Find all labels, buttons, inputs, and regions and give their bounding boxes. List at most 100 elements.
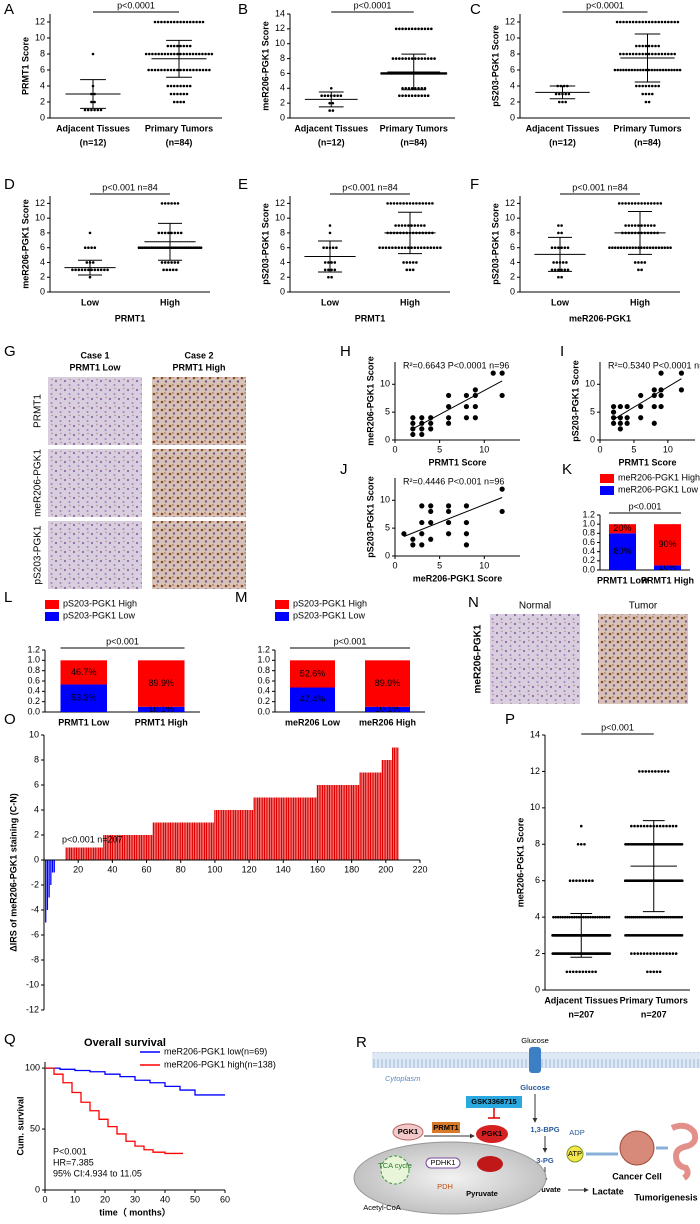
- data-point: [628, 246, 632, 249]
- data-point: [399, 202, 402, 205]
- x-tick-label: 10: [479, 560, 489, 570]
- data-point: [410, 542, 416, 548]
- data-point: [403, 246, 407, 249]
- data-point: [638, 415, 644, 421]
- data-point: [410, 536, 416, 542]
- data-point: [325, 246, 329, 249]
- bar: [110, 835, 112, 860]
- data-point: [335, 246, 338, 249]
- data-point: [661, 68, 665, 72]
- data-point: [188, 52, 192, 56]
- y-tick-label: 2: [510, 96, 515, 106]
- bar: [282, 797, 284, 860]
- data-point: [426, 27, 430, 31]
- legend-swatch: [275, 600, 289, 609]
- data-point: [420, 86, 424, 90]
- bar: [137, 835, 139, 860]
- data-point: [192, 20, 195, 24]
- data-point: [591, 879, 594, 883]
- y-tick-label: 0.6: [27, 675, 40, 685]
- bar: [156, 822, 158, 860]
- bar-segment: [60, 660, 107, 685]
- data-point: [669, 246, 672, 249]
- data-point: [400, 246, 404, 249]
- data-point: [665, 824, 668, 828]
- data-point: [175, 268, 178, 272]
- bar-segment: [365, 660, 410, 707]
- data-point: [423, 94, 427, 98]
- data-point: [647, 44, 651, 48]
- data-point: [638, 403, 644, 410]
- bar: [241, 810, 243, 860]
- data-point: [71, 268, 74, 272]
- data-point: [398, 57, 401, 60]
- data-point: [419, 246, 423, 249]
- data-point: [160, 202, 164, 205]
- data-point: [640, 246, 643, 249]
- diagram-label: Pyruvate: [529, 1185, 561, 1194]
- data-point: [663, 770, 667, 773]
- data-point: [176, 202, 180, 205]
- data-point: [645, 915, 649, 919]
- bar: [116, 835, 119, 860]
- annotation: HR=7.385: [53, 1157, 94, 1167]
- data-point: [419, 431, 425, 438]
- legend-swatch: [600, 474, 614, 483]
- data-point: [152, 246, 155, 249]
- bar: [115, 835, 117, 860]
- chart-title: Overall survival: [84, 1037, 166, 1049]
- data-point: [144, 52, 148, 56]
- data-point: [673, 52, 676, 56]
- y-tick-label: 4: [40, 80, 45, 90]
- bar: [364, 772, 366, 860]
- bar: [195, 822, 197, 860]
- ihc-image: [598, 614, 688, 704]
- data-point: [571, 879, 575, 883]
- enzyme: [425, 1157, 461, 1169]
- data-point: [675, 68, 679, 72]
- survival-curve: [45, 1067, 225, 1096]
- y-tick-label: 12: [530, 766, 540, 776]
- data-point: [445, 415, 452, 421]
- data-point: [182, 92, 186, 96]
- bar: [94, 847, 96, 860]
- bar: [113, 835, 115, 860]
- data-point: [333, 261, 337, 264]
- data-point: [166, 20, 170, 24]
- data-point: [676, 915, 680, 919]
- data-point: [157, 246, 161, 249]
- diagram-label: Acetyl-CoA: [363, 1203, 401, 1212]
- data-point: [632, 915, 635, 919]
- data-point: [410, 415, 416, 421]
- y-tick-label: 0: [40, 112, 45, 122]
- data-point: [419, 542, 425, 548]
- data-point: [627, 224, 631, 227]
- bar: [306, 797, 308, 860]
- bar: [145, 835, 148, 860]
- bar: [214, 810, 216, 860]
- data-point: [96, 108, 100, 112]
- diagram-label: GSK3368715: [471, 1097, 516, 1106]
- data-point: [387, 246, 391, 249]
- data-point: [161, 246, 164, 249]
- data-point: [640, 261, 643, 264]
- data-point: [634, 915, 637, 919]
- data-point: [404, 86, 408, 90]
- data-point: [652, 952, 656, 955]
- bar: [362, 772, 365, 860]
- y-tick-label: 0.2: [27, 696, 40, 706]
- bar-segment: [138, 706, 185, 712]
- data-point: [88, 275, 92, 279]
- data-point: [99, 108, 103, 112]
- data-point: [185, 246, 188, 249]
- bar: [128, 835, 131, 860]
- data-point: [415, 261, 418, 264]
- x-axis-label: PRMT1 Score: [428, 457, 486, 467]
- ihc-image: [48, 449, 142, 517]
- y-tick-label: 50: [30, 1123, 40, 1133]
- y-tick-label: 10: [275, 213, 285, 223]
- data-point: [657, 20, 660, 24]
- bar: [67, 847, 69, 860]
- ihc-image: [152, 377, 246, 445]
